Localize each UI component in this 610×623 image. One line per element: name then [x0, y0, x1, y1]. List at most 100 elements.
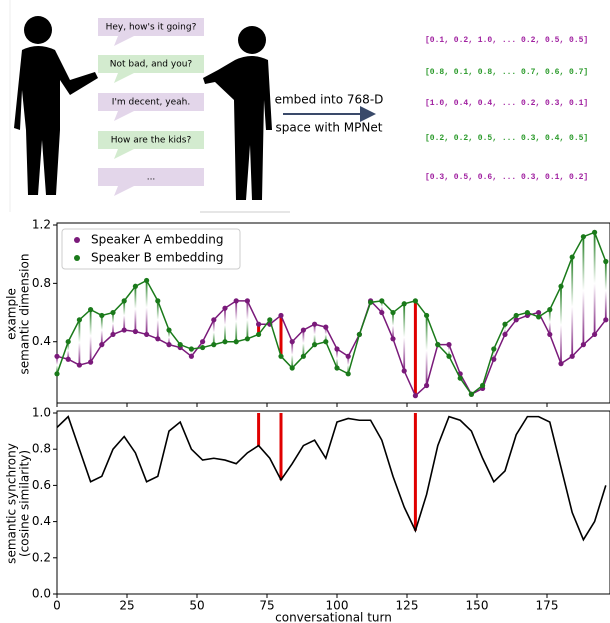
connector	[403, 304, 405, 371]
vectors: [0.1, 0.2, 1.0, ... 0.2, 0.5, 0.5][0.8, …	[425, 36, 588, 182]
data-point	[558, 361, 563, 366]
legend-label: Speaker A embedding	[91, 233, 224, 247]
connector	[549, 310, 551, 335]
data-point	[66, 339, 71, 344]
data-point	[122, 327, 127, 332]
data-point	[357, 332, 362, 337]
data-point	[144, 278, 149, 283]
data-point	[458, 376, 463, 381]
y-tick-label: 0.2	[32, 550, 51, 564]
data-point	[155, 336, 160, 341]
data-point	[570, 254, 575, 259]
data-point	[312, 342, 317, 347]
y-axis-label: (cosine similarity)	[18, 450, 32, 557]
connector	[426, 315, 428, 385]
data-point	[402, 301, 407, 306]
data-point	[301, 327, 306, 332]
x-tick-label: 125	[396, 599, 419, 613]
x-tick-label: 50	[189, 599, 204, 613]
embedding-vector: [0.8, 0.1, 0.8, ... 0.7, 0.6, 0.7]	[425, 68, 588, 77]
x-tick-label: 175	[536, 599, 559, 613]
data-point	[110, 332, 115, 337]
data-point	[570, 354, 575, 359]
connector	[560, 286, 562, 363]
y-tick-label: 0.0	[32, 587, 51, 601]
y-axis-label: example	[5, 288, 19, 340]
data-point	[558, 284, 563, 289]
data-point	[88, 360, 93, 365]
connector	[135, 286, 137, 331]
connector	[90, 310, 92, 363]
data-point	[603, 317, 608, 322]
data-point	[211, 317, 216, 322]
connector	[112, 313, 114, 335]
data-point	[480, 383, 485, 388]
data-point	[446, 354, 451, 359]
data-point	[379, 298, 384, 303]
data-point	[256, 322, 261, 327]
legend-label: Speaker B embedding	[91, 251, 224, 265]
data-point	[110, 310, 115, 315]
data-point	[536, 314, 541, 319]
series-line	[57, 417, 606, 540]
x-tick-label: 75	[259, 599, 274, 613]
data-point	[144, 332, 149, 337]
data-point	[155, 298, 160, 303]
data-point	[234, 298, 239, 303]
connector	[213, 320, 215, 345]
data-point	[200, 345, 205, 350]
y-tick-label: 0.4	[32, 514, 51, 528]
data-point	[390, 336, 395, 341]
data-point	[301, 354, 306, 359]
data-point	[446, 342, 451, 347]
data-point	[189, 354, 194, 359]
y-tick-label: 0.8	[32, 442, 51, 456]
data-point	[469, 392, 474, 397]
embedding-vector: [1.0, 0.4, 0.4, ... 0.2, 0.3, 0.1]	[425, 99, 588, 108]
plot-frame	[57, 411, 610, 594]
data-point	[211, 342, 216, 347]
data-point	[592, 332, 597, 337]
bubble-text: Not bad, and you?	[110, 60, 193, 70]
data-point	[234, 339, 239, 344]
speaker-a-silhouette	[14, 16, 98, 195]
connector	[101, 315, 103, 344]
data-point	[245, 298, 250, 303]
data-point	[514, 313, 519, 318]
data-point	[502, 332, 507, 337]
x-tick-label: 0	[53, 599, 61, 613]
figure: Hey, how's it going?Not bad, and you?I'm…	[0, 0, 610, 623]
connector	[291, 342, 293, 368]
arrow-label: space with MPNet	[276, 121, 383, 135]
arrow-label: embed into 768-D	[275, 93, 384, 107]
connector	[146, 280, 148, 334]
data-point	[323, 325, 328, 330]
bubble-text: How are the kids?	[111, 136, 192, 146]
connector	[392, 313, 394, 339]
bubble-text: ...	[147, 173, 156, 183]
data-point	[581, 342, 586, 347]
data-point	[491, 346, 496, 351]
data-point	[54, 354, 59, 359]
data-point	[290, 365, 295, 370]
connector	[79, 320, 81, 365]
connector	[247, 301, 249, 339]
data-point	[189, 346, 194, 351]
data-point	[525, 310, 530, 315]
data-point	[222, 339, 227, 344]
connector	[314, 324, 316, 344]
data-point	[77, 317, 82, 322]
bubble-text: Hey, how's it going?	[106, 23, 197, 33]
data-point	[222, 306, 227, 311]
connector	[303, 330, 305, 356]
data-point	[166, 327, 171, 332]
data-point	[424, 313, 429, 318]
data-point	[581, 234, 586, 239]
y-axis-label: semantic synchrony	[5, 443, 19, 564]
bubbles: Hey, how's it going?Not bad, and you?I'm…	[98, 18, 204, 196]
data-point	[346, 371, 351, 376]
data-point	[346, 354, 351, 359]
data-point	[379, 310, 384, 315]
x-axis-label: conversational turn	[275, 611, 392, 623]
data-point	[166, 342, 171, 347]
